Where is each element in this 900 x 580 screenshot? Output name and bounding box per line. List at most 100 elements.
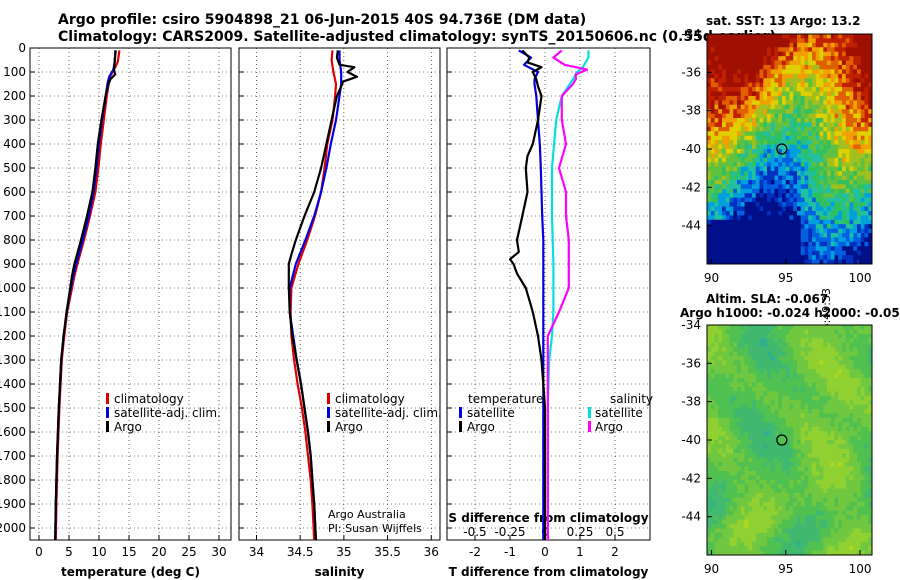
map-cell	[853, 259, 858, 265]
map-cell	[819, 78, 824, 84]
map-cell	[748, 479, 753, 485]
map-cell	[845, 179, 850, 185]
map-cell	[748, 113, 753, 119]
map-cell	[815, 100, 820, 106]
map-cell	[834, 426, 839, 432]
map-cell	[793, 131, 798, 137]
map-cell	[710, 391, 715, 397]
map-cell	[838, 422, 843, 428]
map-cell	[845, 431, 850, 436]
map-cell	[782, 475, 787, 481]
map-cell	[752, 333, 757, 339]
map-cell	[774, 250, 779, 256]
map-cell	[789, 179, 794, 185]
map-cell	[744, 550, 749, 556]
map-cell	[819, 259, 824, 265]
map-cell	[707, 342, 712, 348]
map-cell	[770, 347, 775, 352]
map-cell	[729, 550, 734, 556]
map-cell	[827, 100, 832, 106]
map-cell	[729, 360, 734, 366]
map-cell	[797, 241, 802, 247]
map-cell	[853, 237, 858, 243]
map-cell	[845, 95, 850, 101]
map-cell	[759, 56, 764, 61]
depth-tick-label: 100	[3, 65, 26, 79]
map-cell	[830, 144, 835, 150]
map-cell	[725, 386, 730, 392]
map-cell	[868, 241, 873, 247]
map-cell	[729, 444, 734, 450]
map-cell	[804, 104, 809, 110]
map-cell	[815, 118, 820, 123]
map-cell	[710, 537, 715, 543]
map-cell	[834, 431, 839, 436]
map-cell	[808, 250, 813, 256]
map-cell	[853, 524, 858, 529]
map-cell	[842, 444, 847, 450]
map-cell	[733, 475, 738, 481]
map-cell	[725, 400, 730, 406]
map-cell	[800, 524, 805, 529]
map-cell	[710, 466, 715, 472]
map-cell	[778, 546, 783, 551]
map-cell	[842, 241, 847, 247]
map-cell	[763, 193, 768, 199]
map-cell	[830, 113, 835, 119]
map-cell	[767, 241, 772, 247]
map-cell	[737, 395, 742, 401]
map-cell	[778, 360, 783, 366]
map-cell	[804, 395, 809, 401]
map-cell	[774, 149, 779, 154]
map-cell	[770, 369, 775, 375]
map-cell	[823, 140, 828, 145]
map-cell	[729, 109, 734, 115]
map-cell	[722, 95, 727, 101]
map-cell	[778, 466, 783, 472]
map-cell	[778, 342, 783, 348]
map-cell	[778, 541, 783, 547]
map-cell	[729, 347, 734, 352]
map-cell	[778, 215, 783, 221]
map-cell	[729, 506, 734, 512]
map-cell	[722, 162, 727, 168]
map-cell	[785, 351, 790, 357]
map-cell	[778, 497, 783, 503]
map-cell	[767, 470, 772, 476]
map-cell	[748, 259, 753, 265]
map-cell	[714, 104, 719, 110]
map-cell	[868, 453, 873, 459]
map-cell	[842, 122, 847, 128]
map-cell	[819, 417, 824, 423]
map-cell	[767, 246, 772, 252]
map-cell	[857, 325, 862, 330]
map-cell	[849, 69, 854, 75]
map-cell	[729, 91, 734, 97]
map-cell	[804, 355, 809, 361]
map-cell	[748, 51, 753, 57]
map-cell	[755, 409, 760, 414]
map-cell	[714, 69, 719, 75]
map-cell	[868, 157, 873, 163]
map-cell	[838, 73, 843, 79]
map-cell	[857, 355, 862, 361]
map-cell	[842, 426, 847, 432]
map-cell	[845, 246, 850, 252]
map-cell	[815, 404, 820, 410]
map-cell	[860, 537, 865, 543]
map-cell	[849, 506, 854, 512]
map-cell	[748, 91, 753, 97]
map-cell	[834, 333, 839, 339]
map-cell	[755, 325, 760, 330]
map-cell	[748, 382, 753, 388]
map-cell	[789, 109, 794, 115]
map-cell	[868, 431, 873, 436]
map-cell	[804, 118, 809, 123]
map-cell	[718, 91, 723, 97]
map-cell	[853, 422, 858, 428]
map-cell	[860, 255, 865, 260]
map-cell	[778, 493, 783, 498]
map-cell	[819, 237, 824, 243]
map-cell	[744, 386, 749, 392]
map-cell	[774, 422, 779, 428]
